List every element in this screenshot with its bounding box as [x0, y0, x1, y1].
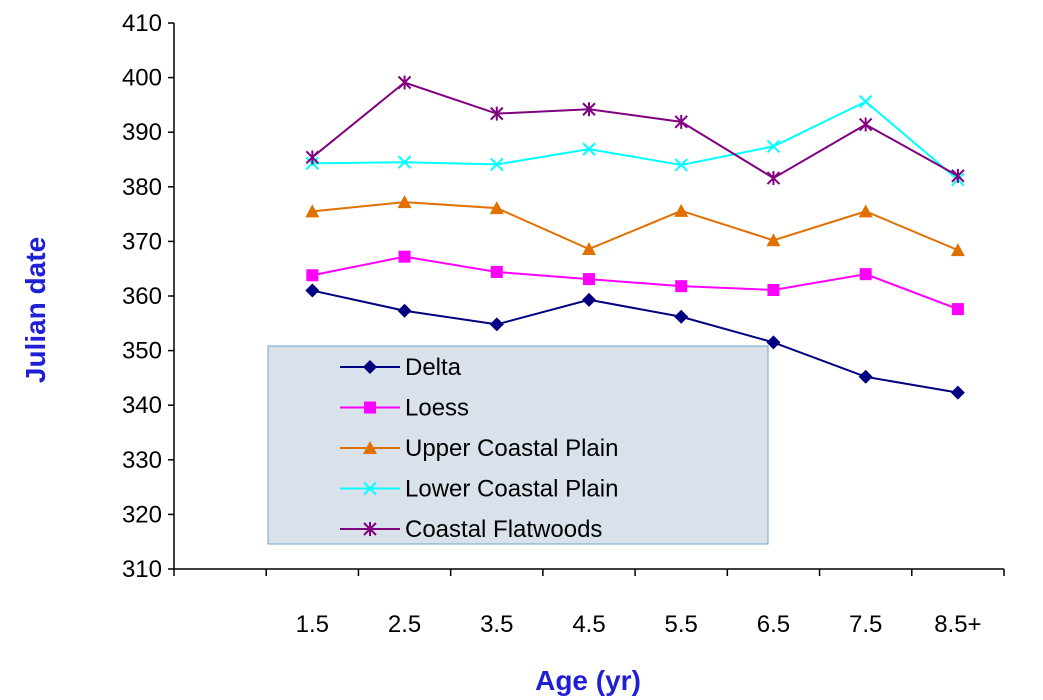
- series-layer: [305, 75, 965, 400]
- legend-item: Lower Coastal Plain: [340, 476, 618, 503]
- y-tick-label: 330: [122, 447, 162, 474]
- y-tick-label: 350: [122, 338, 162, 365]
- y-tick-label: 390: [122, 119, 162, 146]
- series-0: [305, 283, 965, 400]
- data-point: [398, 250, 411, 263]
- data-point: [859, 268, 872, 281]
- data-point: [858, 204, 873, 218]
- data-point: [489, 317, 504, 332]
- y-ticks: 310 320 330 340 350 360 370 380 390 400 410: [122, 10, 174, 583]
- data-point: [582, 242, 596, 256]
- data-point: [397, 303, 412, 318]
- legend-item: Coastal Flatwoods: [340, 516, 602, 543]
- y-tick-label: 360: [122, 283, 162, 310]
- legend-label: Lower Coastal Plain: [405, 476, 618, 503]
- x-tick-label: 4.5: [572, 611, 605, 638]
- data-point: [582, 102, 596, 117]
- x-tick-label: 8.5+: [934, 611, 981, 638]
- data-point: [674, 309, 689, 324]
- y-tick-label: 370: [122, 228, 162, 255]
- data-point: [858, 369, 873, 384]
- legend: Delta Loess Upper Coastal Plain Lower Coast…: [267, 345, 769, 545]
- x-tick-label: 7.5: [849, 611, 882, 638]
- data-point: [858, 117, 873, 132]
- data-point: [951, 303, 964, 316]
- data-point: [582, 142, 596, 156]
- legend-marker: [363, 360, 377, 374]
- data-point: [305, 283, 320, 298]
- series-4: [305, 75, 965, 186]
- legend-item: Loess: [340, 395, 469, 422]
- legend-marker: [364, 401, 376, 414]
- data-point: [858, 94, 873, 109]
- x-tick-label: 2.5: [388, 611, 421, 638]
- series-line: [312, 255, 959, 311]
- legend-box: [267, 345, 769, 545]
- data-point: [490, 157, 504, 172]
- data-point: [766, 171, 781, 186]
- x-tick-label: 6.5: [757, 611, 790, 638]
- legend-items: Delta Loess Upper Coastal Plain Lower Coast…: [340, 354, 618, 543]
- y-tick-label: 320: [122, 501, 162, 528]
- data-point: [305, 204, 320, 218]
- legend-marker: [363, 481, 377, 496]
- y-tick-label: 400: [122, 65, 162, 92]
- data-point: [767, 283, 780, 296]
- y-tick-label: 340: [122, 392, 162, 419]
- data-point: [583, 273, 595, 286]
- data-point: [582, 292, 596, 307]
- x-ticks: 1.5 2.5 3.5 4.5 5.5 6.5 7.5 8.5+: [173, 569, 1005, 638]
- data-point: [950, 243, 965, 257]
- data-point: [674, 114, 688, 129]
- legend-label: Coastal Flatwoods: [405, 516, 602, 543]
- x-tick-label: 3.5: [480, 611, 513, 638]
- data-point: [490, 106, 504, 121]
- data-point: [489, 201, 504, 215]
- legend-item: Upper Coastal Plain: [340, 435, 618, 462]
- legend-marker: [363, 441, 377, 454]
- data-point: [950, 385, 965, 400]
- data-point: [766, 233, 781, 247]
- legend-marker: [363, 522, 377, 536]
- series-line: [312, 100, 959, 181]
- data-point: [674, 203, 689, 217]
- data-point: [397, 195, 412, 209]
- series-1: [306, 250, 964, 316]
- series-line: [312, 289, 959, 394]
- y-tick-label: 310: [122, 556, 162, 583]
- series-line: [312, 201, 959, 252]
- legend-item: Delta: [340, 354, 462, 381]
- y-axis-title: Julian date: [20, 237, 51, 383]
- series-3: [305, 94, 965, 187]
- data-point: [306, 269, 319, 282]
- x-axis-title: Age (yr): [535, 665, 641, 696]
- legend-label: Upper Coastal Plain: [405, 435, 618, 462]
- data-point: [675, 280, 688, 293]
- legend-label: Delta: [405, 354, 462, 381]
- data-point: [674, 158, 688, 172]
- data-point: [397, 155, 412, 169]
- x-tick-label: 1.5: [296, 611, 329, 638]
- legend-label: Loess: [405, 395, 469, 422]
- y-tick-label: 410: [122, 10, 162, 37]
- data-point: [951, 168, 965, 183]
- y-tick-label: 380: [122, 174, 162, 201]
- data-point: [766, 139, 781, 154]
- data-point: [490, 265, 503, 278]
- x-tick-label: 5.5: [665, 611, 698, 638]
- data-point: [305, 150, 320, 165]
- data-point: [397, 75, 412, 90]
- series-2: [305, 195, 965, 257]
- data-point: [766, 335, 781, 350]
- series-line: [311, 81, 959, 180]
